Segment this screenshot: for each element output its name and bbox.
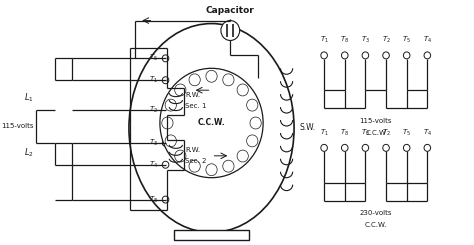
Text: R.W.: R.W. bbox=[185, 147, 201, 153]
Circle shape bbox=[403, 144, 410, 151]
Text: $T_8$: $T_8$ bbox=[149, 195, 158, 205]
Text: $T_3$: $T_3$ bbox=[361, 128, 370, 138]
Circle shape bbox=[206, 70, 217, 82]
Circle shape bbox=[175, 150, 186, 162]
Circle shape bbox=[362, 144, 369, 151]
Circle shape bbox=[362, 52, 369, 59]
Circle shape bbox=[221, 21, 240, 40]
Circle shape bbox=[223, 160, 234, 172]
Bar bbox=[174, 230, 249, 240]
Circle shape bbox=[321, 144, 328, 151]
Circle shape bbox=[424, 144, 430, 151]
Text: $T_3$: $T_3$ bbox=[361, 35, 370, 45]
Text: $T_4$: $T_4$ bbox=[423, 35, 432, 45]
Text: $T_1$: $T_1$ bbox=[319, 35, 328, 45]
Circle shape bbox=[162, 196, 169, 203]
Text: $L_2$: $L_2$ bbox=[24, 147, 34, 159]
Text: $T_5$: $T_5$ bbox=[402, 128, 411, 138]
Circle shape bbox=[237, 84, 248, 96]
Circle shape bbox=[321, 52, 328, 59]
Text: $T_8$: $T_8$ bbox=[340, 128, 349, 138]
Text: $T_4$: $T_4$ bbox=[149, 160, 158, 170]
Circle shape bbox=[250, 117, 261, 129]
Circle shape bbox=[165, 99, 176, 111]
Text: Sec. 1: Sec. 1 bbox=[185, 103, 207, 109]
Circle shape bbox=[246, 135, 258, 147]
Circle shape bbox=[160, 68, 263, 178]
Circle shape bbox=[162, 161, 169, 168]
Circle shape bbox=[341, 144, 348, 151]
Circle shape bbox=[162, 55, 169, 62]
Circle shape bbox=[403, 52, 410, 59]
Text: 115-volts: 115-volts bbox=[2, 123, 34, 129]
Circle shape bbox=[165, 135, 176, 147]
Circle shape bbox=[237, 150, 248, 162]
Text: S.W.: S.W. bbox=[300, 123, 316, 133]
Text: Capacitor: Capacitor bbox=[206, 6, 255, 15]
Circle shape bbox=[189, 74, 201, 86]
Text: 115-volts: 115-volts bbox=[359, 118, 392, 124]
Circle shape bbox=[246, 99, 258, 111]
Circle shape bbox=[223, 74, 234, 86]
Circle shape bbox=[162, 77, 169, 84]
Text: $L_1$: $L_1$ bbox=[24, 92, 34, 104]
Text: $T_2$: $T_2$ bbox=[382, 128, 391, 138]
Circle shape bbox=[189, 160, 201, 172]
Text: $T_2$: $T_2$ bbox=[149, 105, 158, 115]
Circle shape bbox=[162, 117, 173, 129]
Text: R.W.: R.W. bbox=[185, 92, 201, 98]
Text: Sec. 2: Sec. 2 bbox=[185, 158, 207, 164]
Text: $T_1$: $T_1$ bbox=[319, 128, 328, 138]
Text: $T_1$: $T_1$ bbox=[149, 75, 158, 85]
Text: C.C.W: C.C.W bbox=[365, 130, 386, 136]
Circle shape bbox=[341, 52, 348, 59]
Circle shape bbox=[175, 84, 186, 96]
Circle shape bbox=[383, 144, 389, 151]
Circle shape bbox=[383, 52, 389, 59]
Text: $T_5$: $T_5$ bbox=[149, 53, 158, 63]
Text: C.C.W.: C.C.W. bbox=[198, 119, 225, 127]
Circle shape bbox=[162, 139, 169, 146]
Text: C.C.W.: C.C.W. bbox=[365, 222, 387, 228]
Ellipse shape bbox=[129, 24, 294, 232]
Text: $T_2$: $T_2$ bbox=[382, 35, 391, 45]
Text: $T_3$: $T_3$ bbox=[149, 138, 158, 148]
Text: $T_5$: $T_5$ bbox=[402, 35, 411, 45]
Text: $T_8$: $T_8$ bbox=[340, 35, 349, 45]
Circle shape bbox=[162, 107, 169, 113]
Circle shape bbox=[206, 164, 217, 176]
Circle shape bbox=[424, 52, 430, 59]
Text: 230-volts: 230-volts bbox=[359, 210, 392, 217]
Text: $T_4$: $T_4$ bbox=[423, 128, 432, 138]
